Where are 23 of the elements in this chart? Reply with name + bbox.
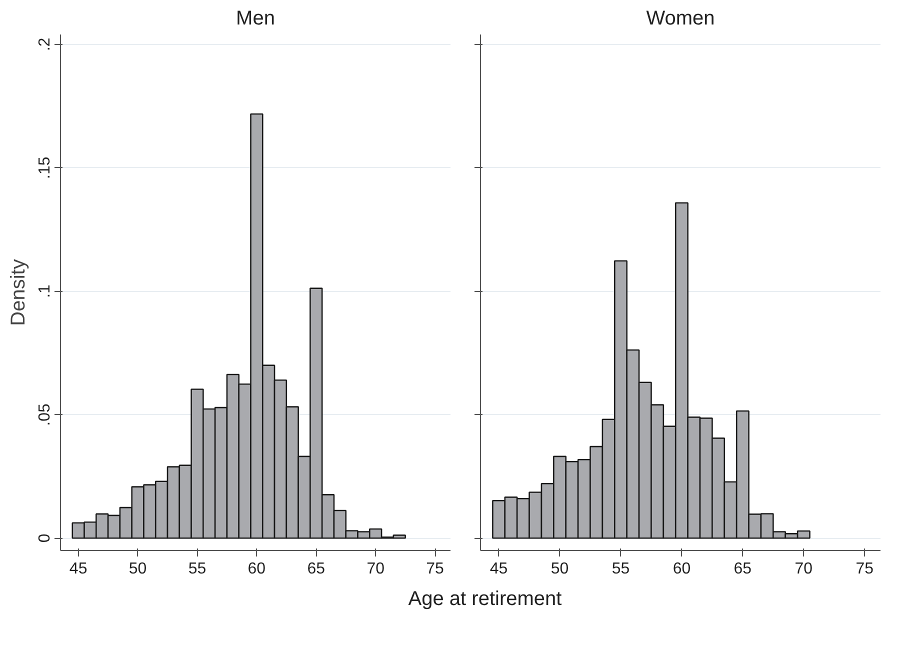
x-tick-label: 65 <box>307 560 326 578</box>
x-tick-label: 75 <box>426 560 444 578</box>
y-tick-label: .2 <box>36 38 54 52</box>
x-tick-label: 45 <box>490 560 508 578</box>
chart-title: Women <box>646 8 715 30</box>
y-axis-title: Density <box>8 259 30 326</box>
x-tick-label: 70 <box>366 560 385 578</box>
x-tick-label: 55 <box>188 560 206 578</box>
y-tick-label: 0 <box>36 534 54 543</box>
x-tick-label: 75 <box>856 560 874 578</box>
y-tick-label: .05 <box>36 403 54 426</box>
x-tick-label: 65 <box>734 560 752 578</box>
x-tick-label: 70 <box>794 560 813 578</box>
x-tick-label: 50 <box>128 560 147 578</box>
x-tick-label: 55 <box>612 560 630 578</box>
y-tick-label: .1 <box>36 284 54 298</box>
x-tick-label: 60 <box>672 560 691 578</box>
x-tick-label: 50 <box>550 560 569 578</box>
y-tick-label: .15 <box>36 156 54 179</box>
x-axis-title: Age at retirement <box>408 587 562 612</box>
x-tick-label: 45 <box>69 560 88 578</box>
x-tick-label: 60 <box>248 560 266 578</box>
chart-title: Men <box>236 8 275 30</box>
